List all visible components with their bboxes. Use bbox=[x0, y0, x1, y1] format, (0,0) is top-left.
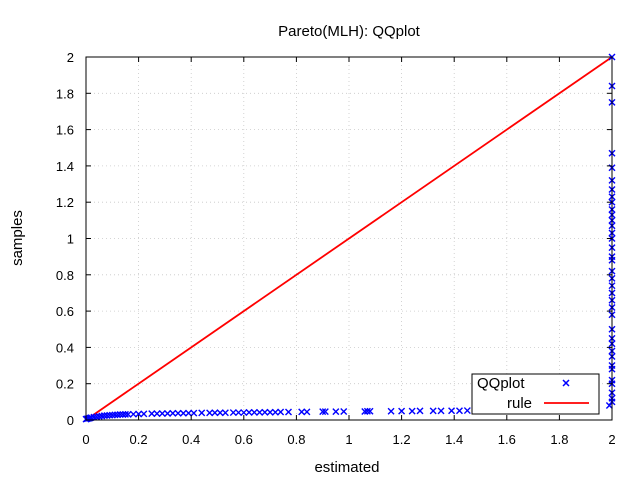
y-tick-label: 1.6 bbox=[56, 123, 74, 138]
x-tick-label: 2 bbox=[608, 432, 615, 447]
qq-point bbox=[135, 410, 143, 418]
ticks: 0 0.2 0.4 0.6 0.8 1 1.2 1.4 1.6 1.8 2 0 0.2 0.4 0.6 0.8… bbox=[56, 50, 616, 447]
qq-point bbox=[164, 409, 172, 417]
legend-label-rule: rule bbox=[507, 395, 532, 412]
x-tick-label: 0 bbox=[82, 432, 89, 447]
qq-point bbox=[169, 409, 177, 417]
x-tick-label: 1.8 bbox=[550, 432, 568, 447]
qq-point bbox=[266, 408, 274, 416]
qq-point bbox=[211, 409, 219, 417]
x-tick-label: 1.2 bbox=[393, 432, 411, 447]
qq-point bbox=[116, 411, 124, 419]
qq-point bbox=[319, 408, 327, 416]
qq-point bbox=[221, 409, 229, 417]
y-tick-label: 0.6 bbox=[56, 304, 74, 319]
qq-point bbox=[416, 407, 424, 415]
legend-box bbox=[471, 373, 600, 415]
qq-point bbox=[261, 408, 269, 416]
qq-point bbox=[429, 407, 437, 415]
qq-point bbox=[361, 407, 369, 415]
y-tick-label: 1.2 bbox=[56, 195, 74, 210]
qq-point bbox=[140, 410, 148, 418]
y-axis-title: samples bbox=[9, 210, 26, 266]
qq-point bbox=[256, 408, 264, 416]
y-tick-label: 1 bbox=[67, 232, 74, 247]
legend: QQplot rule bbox=[471, 373, 600, 415]
qq-point bbox=[114, 411, 122, 419]
legend-marker-qqplot bbox=[562, 379, 570, 387]
qq-point bbox=[235, 409, 243, 417]
qq-point bbox=[455, 407, 463, 415]
x-tick-label: 1.6 bbox=[498, 432, 516, 447]
qq-point bbox=[124, 410, 132, 418]
qq-point bbox=[190, 409, 198, 417]
qq-point bbox=[240, 409, 248, 417]
qq-point bbox=[605, 401, 613, 409]
qq-point bbox=[408, 407, 416, 415]
qq-point bbox=[277, 408, 285, 416]
qq-point bbox=[448, 407, 456, 415]
grid bbox=[86, 57, 612, 420]
qq-point bbox=[285, 408, 293, 416]
y-tick-label: 1.8 bbox=[56, 86, 74, 101]
x-tick-label: 0.6 bbox=[235, 432, 253, 447]
qq-point bbox=[174, 409, 182, 417]
x-tick-label: 1 bbox=[345, 432, 352, 447]
qq-point bbox=[245, 408, 253, 416]
qq-point bbox=[179, 409, 187, 417]
qq-point bbox=[366, 407, 374, 415]
qq-point bbox=[206, 409, 214, 417]
qq-point bbox=[437, 407, 445, 415]
x-tick-label: 0.8 bbox=[287, 432, 305, 447]
y-tick-label: 0 bbox=[67, 413, 74, 428]
qq-point bbox=[198, 409, 206, 417]
qq-point bbox=[121, 410, 129, 418]
x-axis-title: estimated bbox=[314, 459, 379, 476]
qq-point bbox=[216, 409, 224, 417]
x-tick-label: 1.4 bbox=[445, 432, 463, 447]
y-tick-label: 0.2 bbox=[56, 377, 74, 392]
qq-point bbox=[298, 408, 306, 416]
qq-point bbox=[303, 408, 311, 416]
qq-point bbox=[387, 407, 395, 415]
y-tick-label: 0.8 bbox=[56, 268, 74, 283]
qq-point bbox=[148, 410, 156, 418]
qq-point bbox=[340, 407, 348, 415]
qq-point bbox=[363, 407, 371, 415]
y-tick-label: 1.4 bbox=[56, 159, 74, 174]
qq-point bbox=[129, 410, 137, 418]
qq-point bbox=[463, 407, 471, 415]
rule-line bbox=[85, 56, 613, 421]
qq-point bbox=[158, 409, 166, 417]
qq-point bbox=[185, 409, 193, 417]
qq-point bbox=[321, 408, 329, 416]
legend-label-qqplot: QQplot bbox=[477, 375, 525, 392]
qq-point bbox=[153, 410, 161, 418]
qq-point bbox=[119, 411, 127, 419]
y-tick-label: 0.4 bbox=[56, 340, 74, 355]
qq-point bbox=[229, 409, 237, 417]
qq-point bbox=[332, 408, 340, 416]
y-tick-label: 2 bbox=[67, 50, 74, 65]
qq-point bbox=[271, 408, 279, 416]
x-tick-label: 0.2 bbox=[130, 432, 148, 447]
qq-point bbox=[250, 408, 258, 416]
qq-point bbox=[398, 407, 406, 415]
chart-title: Pareto(MLH): QQplot bbox=[278, 23, 421, 40]
x-tick-label: 0.4 bbox=[182, 432, 200, 447]
